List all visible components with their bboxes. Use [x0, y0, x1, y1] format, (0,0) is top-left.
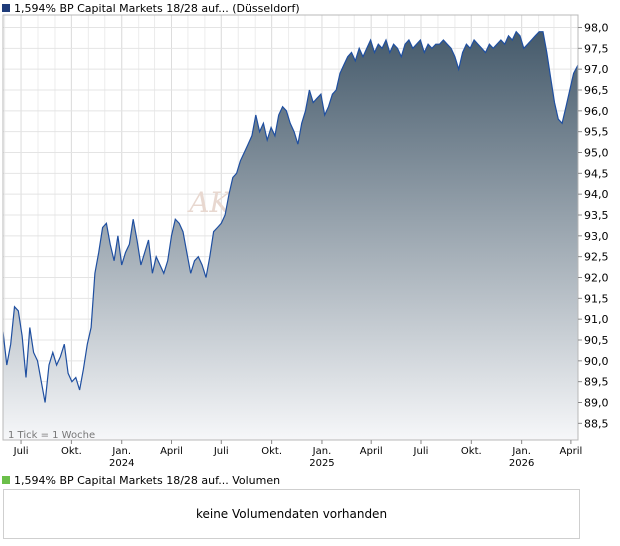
price-chart: AKTIE 88,589,089,590,090,591,091,592,092…: [2, 14, 609, 469]
x-tick-label: Jan.: [111, 446, 131, 457]
y-tick-label: 92,5: [584, 251, 609, 264]
x-tick-label: April: [360, 446, 383, 457]
volume-panel: keine Volumendaten vorhanden: [3, 489, 580, 539]
y-tick-label: 98,0: [584, 22, 609, 35]
volume-legend: 1,594% BP Capital Markets 18/28 auf... V…: [2, 473, 280, 487]
y-tick-label: 90,0: [584, 355, 609, 368]
y-tick-label: 91,5: [584, 292, 609, 305]
plot-border: [2, 14, 579, 441]
y-tick-label: 92,0: [584, 272, 609, 285]
x-year-label: 2025: [309, 458, 334, 469]
y-tick-label: 97,0: [584, 63, 609, 76]
x-year-label: 2026: [509, 458, 534, 469]
y-tick-label: 96,0: [584, 105, 609, 118]
x-tick-label: Okt.: [61, 446, 82, 457]
x-tick-label: April: [559, 446, 582, 457]
x-tick-label: Juli: [413, 446, 429, 457]
x-tick-label: Jan.: [511, 446, 531, 457]
volume-empty-message: keine Volumendaten vorhanden: [195, 507, 388, 521]
x-tick-label: April: [160, 446, 183, 457]
series-color-swatch: [2, 4, 10, 12]
x-year-label: 2024: [109, 458, 134, 469]
y-tick-label: 90,5: [584, 334, 609, 347]
volume-color-swatch: [2, 476, 10, 484]
chart-title-label: 1,594% BP Capital Markets 18/28 auf... (…: [14, 1, 300, 15]
x-tick-label: Juli: [213, 446, 229, 457]
y-tick-label: 93,0: [584, 230, 609, 243]
y-tick-label: 96,5: [584, 84, 609, 97]
price-line: [3, 30, 578, 403]
y-tick-label: 89,0: [584, 397, 609, 410]
x-tick-label: Juli: [13, 446, 29, 457]
y-tick-label: 94,0: [584, 188, 609, 201]
volume-title-label: 1,594% BP Capital Markets 18/28 auf... V…: [14, 473, 281, 487]
x-tick-label: Jan.: [312, 446, 332, 457]
y-tick-label: 95,0: [584, 147, 609, 160]
y-axis: 88,5 89,0 89,5 90,0 90,5 91,0 91,5 92,0 92,5 93,0…: [578, 22, 609, 430]
tick-info-label: 1 Tick = 1 Woche: [8, 430, 95, 441]
y-tick-label: 94,5: [584, 167, 609, 180]
y-tick-label: 89,5: [584, 376, 609, 389]
y-tick-label: 91,0: [584, 313, 609, 326]
x-tick-label: Okt.: [461, 446, 482, 457]
y-tick-label: 88,5: [584, 417, 609, 430]
price-area: [3, 31, 578, 440]
y-tick-label: 97,5: [584, 42, 609, 55]
y-tick-label: 95,5: [584, 126, 609, 139]
chart-legend: 1,594% BP Capital Markets 18/28 auf... (…: [2, 1, 300, 15]
x-tick-label: Okt.: [261, 446, 282, 457]
y-tick-label: 93,5: [584, 209, 609, 222]
